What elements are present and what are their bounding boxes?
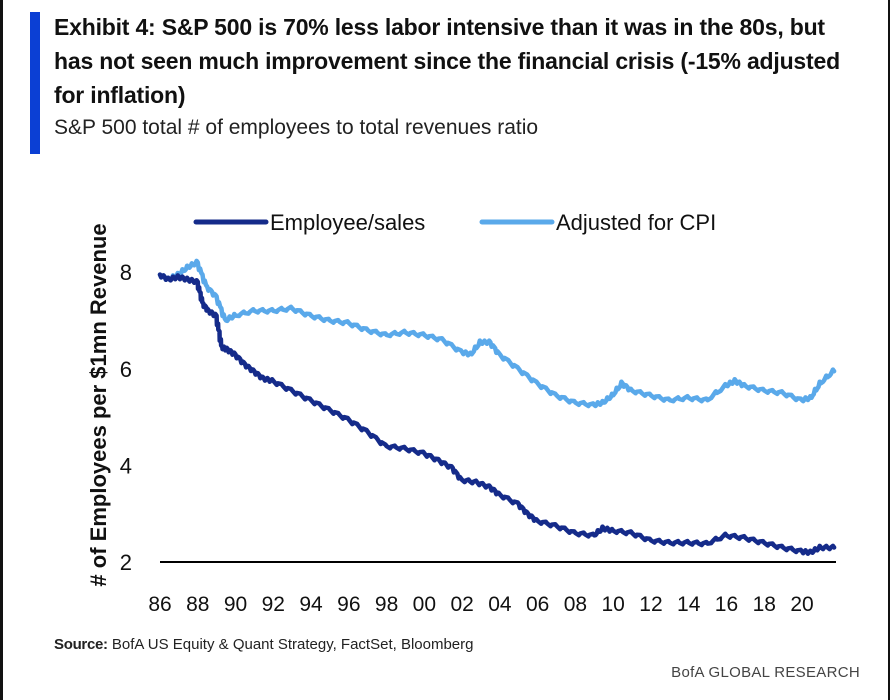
y-tick-label: 2 xyxy=(120,550,132,575)
x-tick-label: 08 xyxy=(564,593,587,616)
source-note: Source: BofA US Equity & Quant Strategy,… xyxy=(54,636,474,653)
y-tick-label: 8 xyxy=(120,260,132,285)
y-axis-ticks: 2 4 6 8 xyxy=(120,260,132,575)
legend-label-dark: Employee/sales xyxy=(270,210,425,235)
title-block: Exhibit 4: S&P 500 is 70% less labor int… xyxy=(54,10,864,142)
x-tick-label: 94 xyxy=(299,593,323,616)
y-axis-label-group: # of Employees per $1mn Revenue xyxy=(86,223,111,586)
x-tick-label: 12 xyxy=(639,593,662,616)
x-tick-label: 02 xyxy=(450,593,473,616)
page-border-right xyxy=(888,0,890,700)
x-axis-ticks: 86 88 90 92 94 96 98 00 02 04 06 08 10 12 14 16 18 20 xyxy=(148,593,813,616)
x-tick-label: 86 xyxy=(148,593,171,616)
x-tick-label: 98 xyxy=(375,593,398,616)
exhibit-subtitle: S&P 500 total # of employees to total re… xyxy=(54,116,539,139)
source-label: Source: xyxy=(54,636,108,653)
x-tick-label: 88 xyxy=(186,593,209,616)
x-tick-label: 20 xyxy=(790,593,813,616)
y-axis-label: # of Employees per $1mn Revenue xyxy=(86,223,111,586)
y-tick-label: 4 xyxy=(120,453,132,478)
x-tick-label: 00 xyxy=(413,593,436,616)
x-tick-label: 14 xyxy=(677,593,701,616)
source-text: BofA US Equity & Quant Strategy, FactSet… xyxy=(111,636,474,653)
exhibit-title: Exhibit 4: S&P 500 is 70% less labor int… xyxy=(54,14,840,108)
x-tick-label: 16 xyxy=(715,593,738,616)
x-tick-label: 90 xyxy=(224,593,247,616)
series-line-employee-sales xyxy=(157,272,837,556)
series-line-adjusted-cpi xyxy=(157,258,837,409)
y-tick-label: 6 xyxy=(120,357,132,382)
x-tick-label: 92 xyxy=(262,593,285,616)
brand-label: BofA GLOBAL RESEARCH xyxy=(671,664,860,681)
chart-legend: Employee/sales Adjusted for CPI xyxy=(193,210,716,235)
page-border-left xyxy=(0,0,3,700)
x-tick-label: 10 xyxy=(602,593,625,616)
legend-label-light: Adjusted for CPI xyxy=(556,210,716,235)
x-tick-label: 06 xyxy=(526,593,549,616)
series-group xyxy=(157,258,837,556)
x-tick-label: 18 xyxy=(753,593,776,616)
x-tick-label: 96 xyxy=(337,593,360,616)
accent-bar xyxy=(30,12,40,154)
x-tick-label: 04 xyxy=(488,593,512,616)
